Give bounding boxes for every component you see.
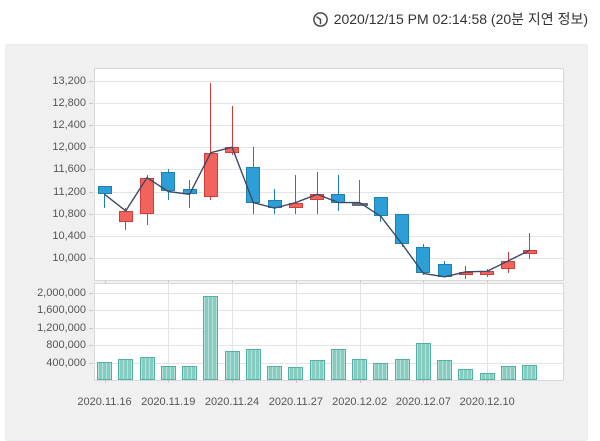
volume-pane[interactable] bbox=[94, 283, 564, 381]
clock-icon bbox=[312, 11, 329, 28]
quote-timestamp-bar: 2020/12/15 PM 02:14:58 (20분 지연 정보) bbox=[312, 9, 588, 29]
delayed-quote-timestamp: 2020/12/15 PM 02:14:58 (20분 지연 정보) bbox=[333, 11, 588, 27]
candlestick-pane[interactable] bbox=[94, 68, 564, 281]
chart-container bbox=[5, 44, 588, 441]
